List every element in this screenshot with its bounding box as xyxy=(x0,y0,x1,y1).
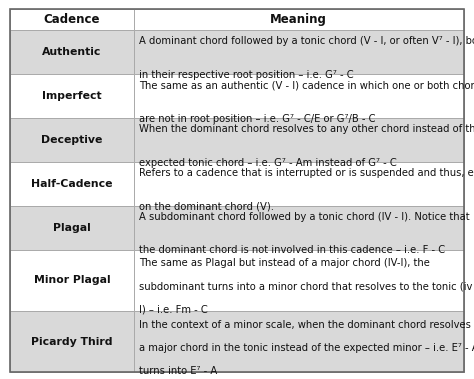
Bar xyxy=(134,74,464,118)
Text: Half-Cadence: Half-Cadence xyxy=(31,179,113,189)
Text: The same as Plagal but instead of a major chord (IV-I), the: The same as Plagal but instead of a majo… xyxy=(139,258,430,268)
Bar xyxy=(134,206,464,250)
Bar xyxy=(134,118,464,162)
Text: on the dominant chord (V).: on the dominant chord (V). xyxy=(139,202,274,211)
Text: a major chord in the tonic instead of the expected minor – i.e. E⁷ - Am: a major chord in the tonic instead of th… xyxy=(139,343,474,353)
Text: in their respective root position – i.e. G⁷ - C: in their respective root position – i.e.… xyxy=(139,70,354,80)
Bar xyxy=(10,118,134,162)
Text: Authentic: Authentic xyxy=(42,47,102,57)
Text: expected tonic chord – i.e. G⁷ - Am instead of G⁷ - C: expected tonic chord – i.e. G⁷ - Am inst… xyxy=(139,158,397,168)
Bar xyxy=(134,311,464,372)
Text: The same as an authentic (V - I) cadence in which one or both chords: The same as an authentic (V - I) cadence… xyxy=(139,80,474,90)
Bar xyxy=(134,9,464,30)
Text: In the context of a minor scale, when the dominant chord resolves to: In the context of a minor scale, when th… xyxy=(139,319,474,330)
Bar xyxy=(10,74,134,118)
Text: are not in root position – i.e. G⁷ - C/E or G⁷/B - C: are not in root position – i.e. G⁷ - C/E… xyxy=(139,114,376,124)
Bar xyxy=(10,30,134,74)
Text: Cadence: Cadence xyxy=(44,13,100,26)
Bar xyxy=(10,311,134,372)
Text: Imperfect: Imperfect xyxy=(42,91,102,101)
Bar xyxy=(10,206,134,250)
Bar xyxy=(134,162,464,206)
Text: A dominant chord followed by a tonic chord (V - I, or often V⁷ - I), both: A dominant chord followed by a tonic cho… xyxy=(139,36,474,46)
Text: When the dominant chord resolves to any other chord instead of the: When the dominant chord resolves to any … xyxy=(139,124,474,134)
Text: Refers to a cadence that is interrupted or is suspended and thus, ends: Refers to a cadence that is interrupted … xyxy=(139,168,474,178)
Text: Deceptive: Deceptive xyxy=(41,135,103,145)
Text: Minor Plagal: Minor Plagal xyxy=(34,276,110,285)
Text: A subdominant chord followed by a tonic chord (IV - I). Notice that: A subdominant chord followed by a tonic … xyxy=(139,212,470,222)
Text: Meaning: Meaning xyxy=(270,13,327,26)
Text: Picardy Third: Picardy Third xyxy=(31,337,113,346)
Text: subdominant turns into a minor chord that resolves to the tonic (iv -: subdominant turns into a minor chord tha… xyxy=(139,282,474,291)
Text: Plagal: Plagal xyxy=(53,223,91,233)
Bar xyxy=(10,162,134,206)
Bar xyxy=(10,250,134,311)
Bar xyxy=(134,30,464,74)
Text: the dominant chord is not involved in this cadence – i.e. F - C: the dominant chord is not involved in th… xyxy=(139,245,446,255)
Bar xyxy=(10,9,134,30)
Text: turns into E⁷ - A: turns into E⁷ - A xyxy=(139,366,218,376)
Bar xyxy=(134,250,464,311)
Text: I) – i.e. Fm - C: I) – i.e. Fm - C xyxy=(139,305,208,315)
